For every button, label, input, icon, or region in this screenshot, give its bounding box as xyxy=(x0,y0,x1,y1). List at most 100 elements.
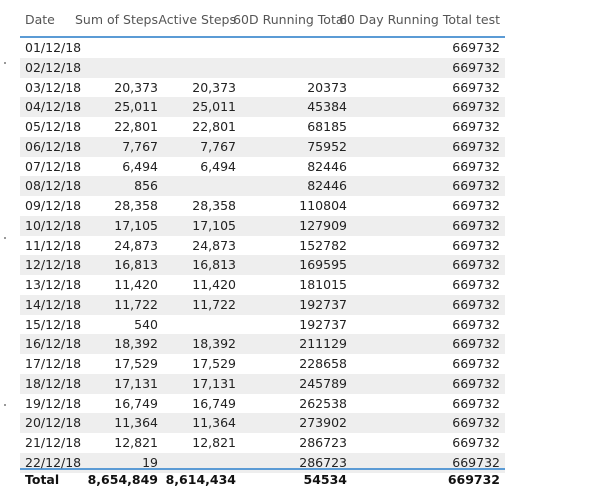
value-cell: 152782 xyxy=(299,237,347,253)
value-cell: 24,873 xyxy=(192,237,236,253)
value-cell: 7,767 xyxy=(200,138,236,154)
date-cell: 11/12/18 xyxy=(25,237,82,253)
value-cell: 6,494 xyxy=(200,158,236,174)
value-cell: 669732 xyxy=(452,454,500,470)
date-cell: 01/12/18 xyxy=(25,40,82,55)
value-cell: 6,494 xyxy=(122,158,158,174)
value-cell: 669732 xyxy=(452,257,500,273)
value-cell: 211129 xyxy=(299,336,347,352)
value-cell: 669732 xyxy=(452,158,500,174)
row-band xyxy=(20,176,505,196)
date-cell: 06/12/18 xyxy=(25,138,82,154)
value-cell: 669732 xyxy=(452,79,500,95)
value-cell: 669732 xyxy=(452,375,500,391)
row-band xyxy=(20,373,505,394)
date-cell: 02/12/18 xyxy=(25,59,82,75)
date-cell: 07/12/18 xyxy=(25,158,82,174)
date-cell: 13/12/18 xyxy=(25,277,82,292)
date-cell: 10/12/18 xyxy=(25,217,82,233)
value-cell: 28,358 xyxy=(192,198,236,213)
date-cell: 04/12/18 xyxy=(25,99,82,115)
date-cell: 09/12/18 xyxy=(25,198,82,213)
value-cell: 22,801 xyxy=(114,119,158,134)
value-cell: 669732 xyxy=(452,277,500,292)
value-cell: 45384 xyxy=(307,99,347,115)
value-cell: 669732 xyxy=(452,237,500,253)
value-cell: 11,364 xyxy=(192,415,236,431)
value-cell: 192737 xyxy=(299,296,347,312)
value-cell: 7,767 xyxy=(122,138,158,154)
value-cell: 25,011 xyxy=(114,99,158,115)
value-cell: 11,364 xyxy=(114,415,158,431)
total-label: Total xyxy=(25,472,60,487)
value-cell: 17,131 xyxy=(114,375,158,391)
total-rule xyxy=(20,468,505,470)
value-cell: 669732 xyxy=(452,99,500,115)
value-cell: 82446 xyxy=(307,178,347,194)
value-cell: 24,873 xyxy=(114,237,158,253)
value-cell: 669732 xyxy=(452,336,500,352)
row-band xyxy=(20,255,505,275)
value-cell: 16,749 xyxy=(114,395,158,411)
date-cell: 21/12/18 xyxy=(25,435,82,450)
value-cell: 82446 xyxy=(307,158,347,174)
value-cell: 192737 xyxy=(299,316,347,332)
value-cell: 286723 xyxy=(299,454,347,470)
total-cell: 8,614,434 xyxy=(165,472,236,487)
value-cell: 669732 xyxy=(452,296,500,312)
value-cell: 11,722 xyxy=(114,296,158,312)
value-cell: 669732 xyxy=(452,316,500,332)
value-cell: 286723 xyxy=(299,435,347,450)
value-cell: 12,821 xyxy=(114,435,158,450)
value-cell: 669732 xyxy=(452,395,500,411)
date-cell: 22/12/18 xyxy=(25,454,82,470)
total-cell: 54534 xyxy=(303,472,348,487)
total-cell: 8,654,849 xyxy=(87,472,158,487)
header-rule xyxy=(20,36,505,38)
value-cell: 245789 xyxy=(299,375,347,391)
value-cell: 16,813 xyxy=(114,257,158,273)
value-cell: 856 xyxy=(134,178,158,194)
handle-dot xyxy=(4,237,6,239)
handle-dot xyxy=(4,62,6,64)
value-cell: 17,529 xyxy=(192,356,236,371)
column-header: 60D Running Total xyxy=(233,12,347,27)
value-cell: 169595 xyxy=(299,257,347,273)
value-cell: 11,420 xyxy=(114,277,158,292)
value-cell: 20373 xyxy=(307,79,347,95)
row-band xyxy=(20,294,505,315)
value-cell: 68185 xyxy=(307,119,347,134)
column-header: Date xyxy=(25,12,55,27)
value-cell: 18,392 xyxy=(114,336,158,352)
row-band xyxy=(20,97,505,117)
value-cell: 669732 xyxy=(452,119,500,134)
value-cell: 28,358 xyxy=(114,198,158,213)
value-cell: 12,821 xyxy=(192,435,236,450)
value-cell: 669732 xyxy=(452,138,500,154)
value-cell: 25,011 xyxy=(192,99,236,115)
row-band xyxy=(20,413,505,433)
value-cell: 669732 xyxy=(452,217,500,233)
value-cell: 127909 xyxy=(299,217,347,233)
value-cell: 669732 xyxy=(452,415,500,431)
row-band xyxy=(20,57,505,78)
value-cell: 669732 xyxy=(452,59,500,75)
date-cell: 17/12/18 xyxy=(25,356,82,371)
handle-dot xyxy=(4,404,6,406)
total-cell: 669732 xyxy=(447,472,500,487)
value-cell: 669732 xyxy=(452,356,500,371)
value-cell: 17,529 xyxy=(114,356,158,371)
value-cell: 18,392 xyxy=(192,336,236,352)
value-cell: 669732 xyxy=(452,198,500,213)
value-cell: 181015 xyxy=(299,277,347,292)
value-cell: 17,105 xyxy=(192,217,236,233)
value-cell: 110804 xyxy=(299,198,347,213)
column-header: 60 Day Running Total test xyxy=(339,12,500,27)
value-cell: 262538 xyxy=(299,395,347,411)
value-cell: 17,131 xyxy=(192,375,236,391)
row-band xyxy=(20,136,505,157)
row-band xyxy=(20,334,505,354)
value-cell: 17,105 xyxy=(114,217,158,233)
value-cell: 669732 xyxy=(452,178,500,194)
